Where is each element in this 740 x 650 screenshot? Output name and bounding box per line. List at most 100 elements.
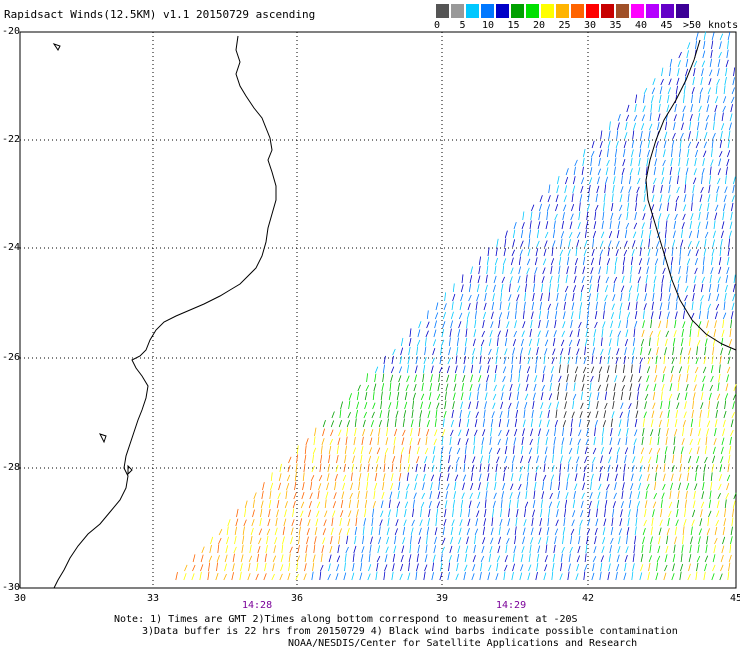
wind-barb (714, 104, 718, 113)
wind-barb (719, 151, 723, 158)
wind-barb (710, 267, 714, 275)
wind-barb (681, 438, 685, 446)
wind-barb (699, 301, 702, 311)
wind-barb (626, 312, 631, 320)
wind-barb (565, 382, 568, 392)
wind-barb (663, 140, 667, 149)
wind-barb (316, 501, 321, 509)
wind-barb (497, 438, 501, 446)
wind-barb (553, 220, 556, 230)
wind-barb (259, 517, 262, 527)
wind-barb (711, 248, 715, 257)
wind-barb (499, 301, 502, 311)
wind-barb (392, 563, 395, 572)
wind-barb (311, 465, 315, 473)
wind-barb (456, 346, 459, 356)
wind-barb (579, 411, 583, 419)
wind-barb (706, 310, 709, 320)
wind-barb (430, 482, 433, 491)
wind-barb (587, 411, 591, 419)
wind-barb (560, 562, 563, 572)
wind-barb (622, 158, 626, 167)
wind-barb (507, 302, 511, 311)
wind-barb (720, 238, 723, 248)
wind-barb (670, 265, 672, 275)
wind-barb (511, 463, 514, 473)
wind-barb (676, 499, 680, 509)
wind-barb (279, 573, 283, 581)
wind-barb (635, 301, 638, 311)
wind-barb (536, 553, 540, 563)
wind-barb (689, 328, 692, 338)
wind-barb (556, 401, 559, 410)
wind-barb (664, 238, 667, 248)
wind-barb (714, 311, 718, 320)
wind-barb (656, 240, 660, 248)
wind-barb (418, 418, 421, 428)
wind-barb (689, 220, 692, 230)
wind-barb (724, 284, 728, 293)
wind-barb (571, 203, 575, 212)
wind-barb (631, 249, 635, 257)
wind-barb (725, 492, 729, 500)
wind-barb (623, 148, 626, 158)
wind-barb (298, 535, 301, 545)
wind-barb (585, 544, 588, 554)
wind-barb (730, 526, 733, 536)
wind-barb (537, 221, 541, 230)
wind-barb (303, 573, 307, 581)
wind-barb (252, 499, 255, 509)
wind-barb (592, 230, 596, 239)
wind-barb (465, 545, 469, 554)
wind-barb (685, 383, 689, 392)
wind-barb (640, 346, 643, 356)
wind-barb (660, 78, 664, 86)
wind-barb (495, 463, 498, 473)
wind-barb (510, 364, 514, 374)
wind-barb (732, 77, 735, 86)
wind-barb (616, 229, 620, 239)
wind-barb (436, 508, 439, 518)
wind-barb (539, 203, 542, 212)
wind-barb (662, 366, 667, 374)
wind-barb (478, 256, 481, 266)
wind-barb (480, 346, 483, 356)
wind-barb (629, 274, 632, 284)
wind-barb (632, 563, 635, 572)
wind-barb (377, 436, 380, 446)
wind-barb (422, 482, 425, 491)
wind-barb (476, 293, 480, 302)
wind-barb (717, 493, 721, 500)
wind-barb (651, 204, 655, 212)
wind-barb (484, 508, 487, 518)
wind-barb (672, 230, 676, 239)
wind-barb (344, 454, 347, 464)
wind-barb (687, 573, 691, 581)
wind-barb (677, 490, 680, 500)
wind-barb (727, 139, 730, 149)
wind-barb (650, 419, 654, 428)
wind-barb (550, 258, 555, 266)
legend-unit: knots (708, 20, 739, 31)
wind-barb (575, 463, 578, 473)
wind-barb (616, 240, 620, 248)
wind-barb (515, 301, 518, 311)
wind-barb (424, 456, 428, 464)
wind-barb (636, 508, 638, 518)
wind-barb (493, 275, 497, 284)
wind-barb (639, 140, 643, 149)
wind-barb (551, 357, 555, 365)
wind-barb (718, 483, 722, 491)
wind-barb (552, 445, 555, 455)
wind-barb (487, 247, 490, 257)
wind-barb (576, 563, 580, 572)
wind-barb (512, 563, 515, 572)
wind-barb (584, 346, 586, 356)
wind-barb (682, 526, 685, 536)
wind-barb (334, 481, 337, 491)
wind-barb (310, 481, 313, 491)
wind-barb (713, 121, 715, 131)
wind-barb (725, 67, 728, 77)
wind-barb (256, 562, 259, 572)
